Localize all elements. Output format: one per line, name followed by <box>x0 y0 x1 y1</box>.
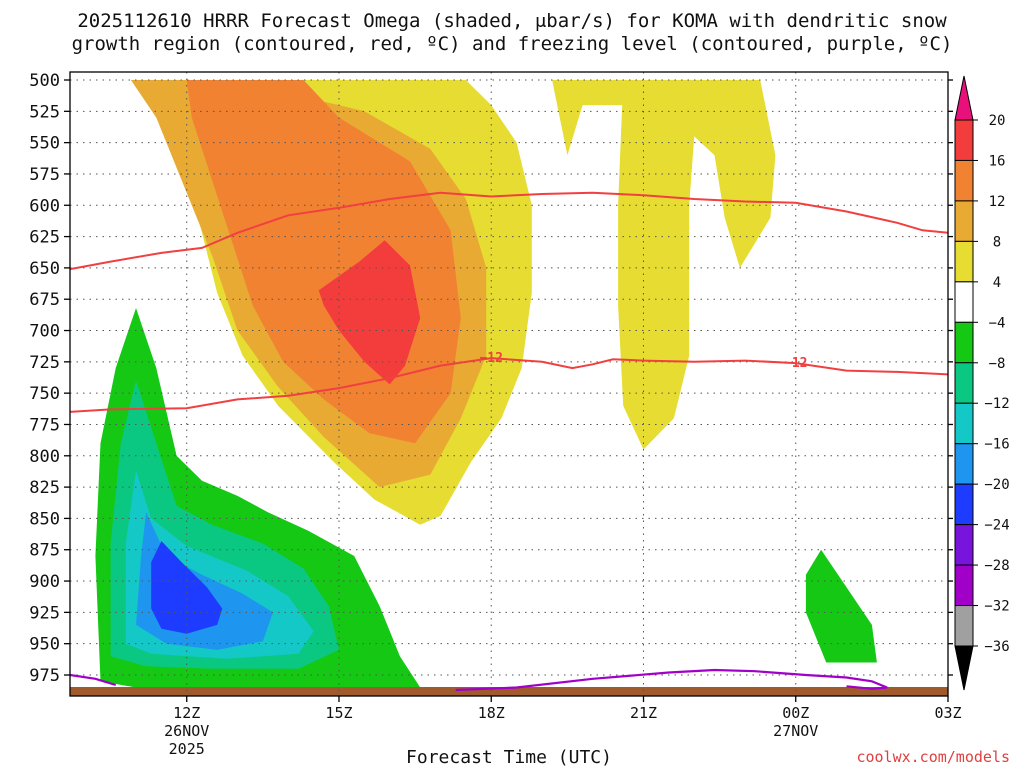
contour-labels: −12 −12 <box>479 351 807 371</box>
omega-region-16-0 <box>318 240 421 385</box>
dendritic-lower-contour <box>70 357 948 413</box>
colorbar-swatch-3 <box>954 240 974 283</box>
colorbar-label-7: −12 <box>984 396 1009 412</box>
colorbar-label-0: 20 <box>989 113 1006 129</box>
x-tick-label-15Z: 15Z <box>325 704 352 722</box>
plot-frame <box>69 71 949 697</box>
chart-title-line-1: 2025112610 HRRR Forecast Omega (shaded, … <box>77 10 947 32</box>
y-tick-label-950: 950 <box>29 635 60 655</box>
x-tick-label-00Z: 00Z <box>782 704 809 722</box>
colorbar-bottom-arrow <box>954 645 974 691</box>
colorbar-label-1: 16 <box>989 153 1006 169</box>
terrain-ground <box>70 687 948 696</box>
y-tick-label-725: 725 <box>29 353 60 373</box>
colorbar-swatch-2 <box>954 200 974 242</box>
x-tick-date-12Z: 26NOV <box>164 722 209 740</box>
colorbar-label-10: −24 <box>984 518 1009 534</box>
x-tick-date-00Z: 27NOV <box>773 722 818 740</box>
x-axis-label: Forecast Time (UTC) <box>406 747 612 768</box>
omega-region-neg12-0 <box>125 470 314 659</box>
y-tick-label-575: 575 <box>29 165 60 185</box>
y-tick-label-650: 650 <box>29 259 60 279</box>
x-tick-label-03Z: 03Z <box>934 704 961 722</box>
y-tick-label-975: 975 <box>29 666 60 686</box>
omega-region-4-0 <box>95 80 532 525</box>
colorbar-swatch-12 <box>954 605 974 647</box>
colorbar-swatch-10 <box>954 524 974 566</box>
y-tick-label-875: 875 <box>29 541 60 561</box>
omega-region-4-1 <box>552 80 624 156</box>
colorbar-swatch-0 <box>954 119 974 161</box>
omega-region-4-3 <box>618 80 776 450</box>
colorbar-swatch-1 <box>954 159 974 202</box>
dgz-contour-label-0: −12 <box>479 351 502 366</box>
colorbar-label-3: 8 <box>993 234 1001 250</box>
chart-title-line-2: growth region (contoured, red, ºC) and f… <box>71 33 953 55</box>
omega-region-neg4-1 <box>805 549 877 663</box>
colorbar-swatch-7 <box>954 402 974 445</box>
colorbar-label-9: −20 <box>984 477 1009 493</box>
colorbar-swatch-5 <box>954 321 974 364</box>
y-tick-label-625: 625 <box>29 228 60 248</box>
colorbar-label-11: −28 <box>984 558 1009 574</box>
contour-lines <box>70 191 948 692</box>
omega-shading <box>95 80 877 690</box>
y-tick-label-600: 600 <box>29 196 60 216</box>
grid-lines <box>70 72 949 696</box>
colorbar-label-13: −36 <box>984 639 1009 655</box>
colorbar-swatch-4 <box>954 281 974 323</box>
colorbar-swatch-6 <box>954 362 974 404</box>
colorbar-label-12: −32 <box>984 599 1009 615</box>
y-tick-label-700: 700 <box>29 322 60 342</box>
colorbar-swatch-8 <box>954 443 974 485</box>
colorbar-label-5: −4 <box>989 315 1006 331</box>
freezing-right-contour <box>455 668 888 692</box>
y-tick-label-925: 925 <box>29 603 60 623</box>
credit-link[interactable]: coolwx.com/models <box>856 748 1010 766</box>
terrain-layer <box>70 687 948 696</box>
colorbar-top-arrow <box>954 75 974 121</box>
x-tick-label-18Z: 18Z <box>478 704 505 722</box>
colorbar-label-6: −8 <box>989 356 1006 372</box>
pressure-axis: 500 525 550 575 600 625 650 675 700 725 750 775 800 8… <box>29 71 953 686</box>
dgz-contour-label-1: −12 <box>784 356 807 371</box>
colorbar-label-8: −16 <box>984 437 1009 453</box>
omega-region-8-0 <box>130 80 487 488</box>
colorbar-swatch-11 <box>954 564 974 607</box>
y-tick-label-850: 850 <box>29 509 60 529</box>
y-tick-label-800: 800 <box>29 447 60 467</box>
y-tick-label-825: 825 <box>29 478 60 498</box>
colorbar-label-4: 4 <box>993 275 1001 291</box>
colorbar-legend: 20 16 12 8 4 −4 −8 −12 −16 −20 −24 −28 −32 −36 <box>954 75 1010 691</box>
y-tick-label-550: 550 <box>29 134 60 154</box>
omega-region-4-2 <box>653 80 705 112</box>
x-tick-label-21Z: 21Z <box>630 704 657 722</box>
omega-region-neg8-0 <box>110 380 339 669</box>
colorbar-label-2: 12 <box>989 194 1006 210</box>
omega-region-neg4-0 <box>95 308 421 690</box>
x-tick-year-12Z: 2025 <box>169 740 205 758</box>
freezing-left-contour <box>70 673 117 687</box>
y-tick-label-500: 500 <box>29 71 60 91</box>
y-tick-label-900: 900 <box>29 572 60 592</box>
y-tick-label-525: 525 <box>29 102 60 122</box>
y-tick-label-675: 675 <box>29 290 60 310</box>
colorbar-swatch-9 <box>954 483 974 526</box>
x-tick-label-12Z: 12Z <box>173 704 200 722</box>
omega-region-neg16-0 <box>136 512 273 650</box>
y-tick-label-775: 775 <box>29 415 60 435</box>
omega-region-12-0 <box>186 80 461 444</box>
y-tick-label-750: 750 <box>29 384 60 404</box>
omega-region-neg20-0 <box>151 541 223 634</box>
dendritic-upper-contour <box>70 191 948 271</box>
